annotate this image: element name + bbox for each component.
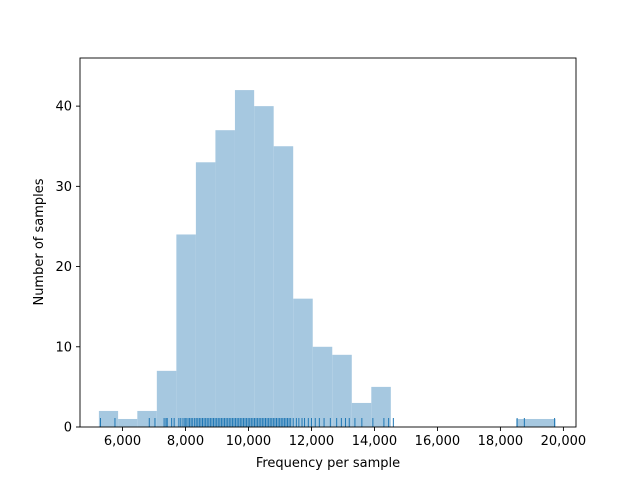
plot-frame xyxy=(79,57,577,428)
histogram-bar xyxy=(195,162,216,428)
histogram-bars xyxy=(98,90,556,428)
histogram-bar xyxy=(332,354,352,427)
x-axis-ticks: 6,000 8,000 10,000 12,000 14,000 16,000 18,000… xyxy=(104,427,586,449)
histogram-bar xyxy=(176,234,196,427)
y-tick-label: 30 xyxy=(55,180,72,195)
x-tick-label: 16,000 xyxy=(415,434,461,449)
histogram-bar xyxy=(254,106,274,427)
y-axis-label: Number of samples xyxy=(32,178,47,305)
histogram-bar xyxy=(351,402,372,427)
y-axis-ticks: 0 10 20 30 40 xyxy=(55,100,80,436)
y-tick-label: 20 xyxy=(55,260,72,275)
x-tick-label: 12,000 xyxy=(289,434,335,449)
histogram-bar xyxy=(156,370,177,427)
histogram-bar xyxy=(293,298,313,427)
x-tick-label: 10,000 xyxy=(226,434,272,449)
histogram-bar xyxy=(118,418,138,427)
x-tick-label: 6,000 xyxy=(104,434,141,449)
x-tick-label: 18,000 xyxy=(478,434,524,449)
histogram-bar xyxy=(312,346,333,427)
x-axis-label: Frequency per sample xyxy=(256,456,400,471)
x-tick-label: 14,000 xyxy=(352,434,398,449)
histogram-bar xyxy=(234,90,255,427)
histogram-bar xyxy=(273,146,294,427)
histogram-bar xyxy=(371,386,391,427)
x-tick-label: 20,000 xyxy=(541,434,587,449)
y-tick-label: 40 xyxy=(55,100,72,115)
y-tick-label: 10 xyxy=(55,340,72,355)
histogram-bar xyxy=(137,410,157,427)
histogram-bar xyxy=(516,418,556,427)
y-tick-label: 0 xyxy=(64,421,72,436)
x-tick-label: 8,000 xyxy=(167,434,204,449)
rug-marks xyxy=(99,418,556,427)
histogram-bar xyxy=(215,130,235,427)
histogram-bar xyxy=(98,410,119,427)
